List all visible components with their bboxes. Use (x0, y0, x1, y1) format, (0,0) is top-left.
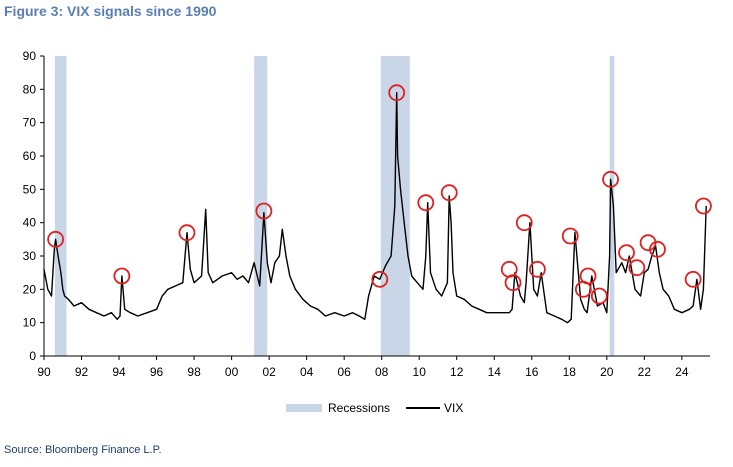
y-tick-label: 80 (23, 82, 37, 96)
x-tick-label: 12 (450, 365, 464, 379)
signal-circle-21 (649, 240, 666, 258)
signal-circle-19 (628, 259, 646, 277)
signal-circle-12 (529, 260, 546, 278)
signal-circle-18 (618, 244, 635, 262)
x-tick-label: 22 (638, 365, 652, 379)
recession-band-2 (254, 56, 268, 356)
vix-chart: 0 10 20 30 40 50 60 70 80 90 90 92 94 96 98 00 02 04 06 08 1… (23, 49, 712, 415)
x-tick-label: 18 (563, 365, 577, 379)
signal-circle-7 (417, 194, 435, 212)
signal-circle-22 (684, 270, 702, 288)
signal-circle-17 (602, 170, 619, 188)
x-tick-label: 00 (225, 365, 239, 379)
vix-line (43, 92, 707, 324)
y-tick-label: 30 (23, 249, 37, 263)
signal-circle-11 (515, 214, 533, 232)
x-tick-label: 90 (37, 365, 51, 379)
x-tick-label: 98 (187, 365, 201, 379)
signal-circle-1 (47, 230, 65, 248)
vix-series (43, 92, 707, 324)
figure-title: Figure 3: VIX signals since 1990 (4, 3, 217, 19)
x-tick-label: 04 (300, 365, 314, 379)
signal-circle-13 (561, 227, 579, 245)
signal-circle-15 (579, 267, 597, 285)
recession-band-1 (54, 56, 67, 356)
y-tick-label: 20 (23, 282, 37, 296)
signal-circle-10 (504, 274, 522, 292)
x-tick-label: 96 (150, 365, 164, 379)
legend-vix-label: VIX (444, 401, 463, 415)
y-tick-label: 40 (23, 216, 37, 230)
legend-recessions-label: Recessions (328, 401, 390, 415)
x-tick-label: 02 (262, 365, 276, 379)
recession-band-4 (609, 56, 615, 356)
signal-circle-16 (590, 287, 608, 305)
signal-circle-23 (695, 197, 712, 215)
y-tick-label: 0 (29, 349, 36, 363)
y-tick-label: 90 (23, 49, 37, 63)
x-tick-label: 14 (488, 365, 502, 379)
source-note: Source: Bloomberg Finance L.P. (4, 444, 162, 456)
y-tick-label: 10 (23, 316, 37, 330)
x-tick-label: 92 (75, 365, 89, 379)
x-tick-label: 94 (112, 365, 126, 379)
signal-markers (47, 84, 712, 305)
x-tick-label: 16 (525, 365, 539, 379)
signal-circle-2 (113, 267, 131, 285)
x-tick-label: 08 (375, 365, 389, 379)
signal-circle-8 (440, 184, 458, 202)
x-tick-label: 24 (675, 365, 689, 379)
signal-circle-5 (371, 270, 389, 288)
y-tick-label: 60 (23, 149, 37, 163)
axes: 0 10 20 30 40 50 60 70 80 90 90 92 94 96 98 00 02 04 06 08 1… (23, 49, 710, 379)
y-tick-label: 50 (23, 182, 37, 196)
x-tick-label: 06 (337, 365, 351, 379)
y-tick-label: 70 (23, 116, 37, 130)
x-tick-label: 20 (600, 365, 614, 379)
signal-circle-4 (255, 202, 273, 220)
x-tick-label: 10 (413, 365, 427, 379)
recession-bands (54, 56, 615, 356)
signal-circle-6 (388, 84, 406, 102)
legend: Recessions VIX (286, 401, 463, 415)
legend-recessions-swatch (286, 404, 322, 412)
signal-circle-3 (178, 224, 196, 242)
